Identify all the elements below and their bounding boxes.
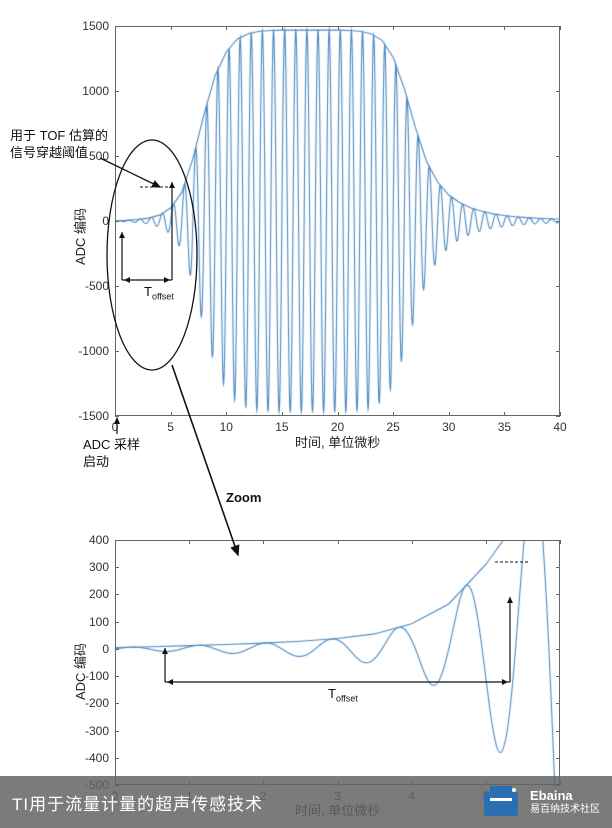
ytick-label: 100 — [75, 615, 109, 629]
logo: Ebaina 易百纳技术社区 — [480, 784, 600, 820]
chart-2: -500-400-300-200-1000100200300400 012345… — [0, 0, 612, 810]
ytick-label: 300 — [75, 560, 109, 574]
ytick-label: -300 — [75, 724, 109, 738]
chart-2-ylabel: ADC 编码 — [70, 643, 89, 700]
banner-text: TI用于流量计量的超声传感技术 — [12, 790, 263, 815]
logo-text: Ebaina 易百纳技术社区 — [530, 789, 600, 814]
footer-banner: TI用于流量计量的超声传感技术 Ebaina 易百纳技术社区 — [0, 776, 612, 828]
chart-2-canvas — [0, 0, 612, 810]
logo-icon — [480, 784, 524, 820]
ytick-label: 400 — [75, 533, 109, 547]
toffset-label-2: Toffset — [328, 686, 358, 704]
ytick-label: 200 — [75, 587, 109, 601]
ytick-label: -400 — [75, 751, 109, 765]
